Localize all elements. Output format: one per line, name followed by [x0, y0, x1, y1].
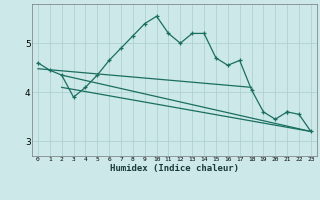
X-axis label: Humidex (Indice chaleur): Humidex (Indice chaleur) — [110, 164, 239, 173]
